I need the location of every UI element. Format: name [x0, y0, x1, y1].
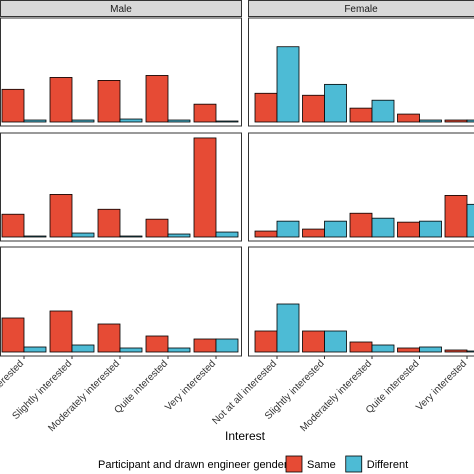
bar — [371, 344, 395, 353]
bar — [254, 230, 278, 238]
bar — [349, 107, 373, 123]
bar — [193, 338, 217, 353]
legend-title: Participant and drawn engineer gender — [98, 459, 288, 471]
bar — [49, 194, 73, 238]
bar — [466, 119, 474, 123]
bar — [97, 80, 121, 123]
bar — [444, 349, 468, 353]
legend-label: Same — [307, 459, 336, 471]
bar — [215, 120, 239, 123]
x-axis-title: Interest — [225, 429, 266, 443]
facet-label: Female — [344, 4, 378, 15]
facet-strip — [0, 0, 242, 17]
bar — [466, 350, 474, 353]
bar — [397, 347, 420, 353]
bar — [276, 220, 300, 238]
bar — [276, 303, 300, 353]
legend-swatch — [285, 455, 303, 473]
bar — [215, 338, 239, 353]
bar — [302, 330, 325, 353]
bar — [23, 235, 47, 238]
bar — [349, 341, 373, 353]
bar — [419, 346, 442, 353]
bar — [1, 213, 25, 238]
x-tick-label: Very interested — [163, 358, 218, 413]
bar — [276, 46, 300, 123]
facet-label: Male — [110, 4, 132, 15]
bar — [71, 344, 95, 353]
bar — [419, 119, 442, 123]
bar — [193, 137, 217, 238]
bar — [167, 119, 191, 123]
bar — [71, 232, 95, 238]
bar — [119, 118, 143, 123]
bar — [324, 83, 347, 123]
bar — [167, 347, 191, 353]
bar — [397, 113, 420, 123]
bar — [324, 330, 347, 353]
bar — [419, 220, 442, 238]
bar — [444, 119, 468, 123]
bar — [23, 346, 47, 353]
legend-swatch — [345, 455, 363, 473]
bar — [302, 228, 325, 238]
panel — [0, 246, 242, 357]
bar — [145, 218, 169, 238]
legend-label: Different — [367, 459, 408, 471]
bar — [215, 231, 239, 238]
bar — [97, 323, 121, 353]
facet-strip — [248, 0, 474, 17]
bar — [49, 310, 73, 353]
bar — [71, 119, 95, 123]
x-tick-label: Very interested — [414, 358, 469, 413]
bar — [97, 208, 121, 238]
bar — [49, 77, 73, 123]
bar — [254, 92, 278, 123]
bar — [302, 94, 325, 123]
bar — [444, 194, 468, 238]
bar — [119, 235, 143, 238]
bar — [167, 233, 191, 238]
bar — [371, 99, 395, 123]
bar — [349, 212, 373, 238]
bar — [254, 330, 278, 353]
bar — [371, 217, 395, 238]
bar — [119, 347, 143, 353]
bar — [193, 103, 217, 123]
bar — [23, 119, 47, 123]
bar — [145, 75, 169, 123]
bar — [466, 203, 474, 238]
bar — [1, 88, 25, 123]
bar — [145, 335, 169, 353]
bar — [397, 221, 420, 238]
bar — [1, 317, 25, 353]
bar — [324, 220, 347, 238]
